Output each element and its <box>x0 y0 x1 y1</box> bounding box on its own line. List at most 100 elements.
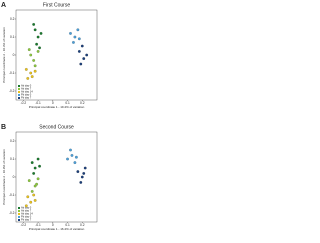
legend-label: Pb day 7 <box>21 218 32 222</box>
x-axis-label: Principal coordinate 1 - 16.4% of variat… <box>29 227 85 231</box>
point <box>29 53 33 57</box>
point <box>32 193 36 197</box>
point <box>80 44 84 48</box>
point <box>73 35 77 39</box>
x-tick-label: -0.1 <box>35 223 41 227</box>
point <box>33 69 37 73</box>
point <box>33 199 37 202</box>
legend-label: Pb day 0 <box>21 93 32 97</box>
point <box>70 154 74 157</box>
point <box>27 48 31 51</box>
point <box>32 59 36 62</box>
y-tick-label: 0.2 <box>10 139 15 143</box>
y-tick-label: 0.1 <box>10 157 15 161</box>
legend-label: Ab day 7 <box>21 209 32 213</box>
legend-label: Pb day 7 <box>21 96 32 100</box>
x-tick-label: 0 <box>52 223 54 227</box>
legend-swatch <box>18 85 20 87</box>
point <box>30 75 34 78</box>
point <box>33 64 37 68</box>
y-tick-label: 0.1 <box>10 35 15 39</box>
point <box>26 77 30 80</box>
legend-label: Ab day 0 <box>21 84 32 88</box>
point <box>76 170 80 173</box>
point <box>35 42 38 46</box>
legend-swatch <box>18 91 20 93</box>
point <box>82 57 86 60</box>
legend-swatch <box>18 210 20 212</box>
point <box>80 175 84 179</box>
point <box>77 37 81 41</box>
legend-swatch <box>18 207 20 209</box>
x-tick-label: 0.2 <box>80 101 85 105</box>
chart-title: Second Course <box>39 124 74 130</box>
legend-swatch <box>18 216 20 218</box>
point <box>26 195 30 199</box>
y-axis-label: Principal coordinate 2 - 10.9% of variat… <box>2 149 6 205</box>
point <box>32 172 36 175</box>
y-tick-label: -0.2 <box>9 89 15 93</box>
point <box>72 41 75 44</box>
legend-label: Ab day 14 <box>21 90 33 94</box>
legend-label: Ab day 14 <box>21 212 33 216</box>
point <box>38 46 41 50</box>
point <box>35 182 38 186</box>
point <box>75 155 78 159</box>
point <box>79 181 83 184</box>
point <box>36 35 40 39</box>
x-tick-label: -0.2 <box>21 223 27 227</box>
point <box>38 164 41 168</box>
point <box>33 28 37 32</box>
legend-swatch <box>18 97 20 99</box>
figure: A First Course -0.2 -0.1 0 0.1 0.2 -0.2 -0.1 0 0.1… <box>1 2 98 231</box>
y-tick-label: 0 <box>13 175 15 179</box>
y-tick-label: 0.2 <box>10 17 15 21</box>
x-tick-label: -0.1 <box>35 101 41 105</box>
panel-label: B <box>1 124 6 131</box>
point <box>69 148 72 152</box>
y-tick-label: -0.2 <box>9 211 15 215</box>
point <box>33 184 37 188</box>
legend-swatch <box>18 213 20 215</box>
point <box>85 53 89 57</box>
y-tick-label: -0.1 <box>9 71 15 75</box>
point <box>24 204 28 208</box>
point <box>29 200 33 204</box>
x-tick-label: -0.2 <box>21 101 27 105</box>
point <box>30 161 34 164</box>
y-tick-label: 0 <box>13 53 15 57</box>
point <box>79 62 83 66</box>
legend-swatch <box>18 88 20 90</box>
x-tick-label: 0.1 <box>65 101 70 105</box>
x-axis-label: Principal coordinate 1 - 19.4% of variat… <box>29 105 85 109</box>
point <box>27 179 31 182</box>
legend-label: Ab day 0 <box>21 206 32 210</box>
legend-swatch <box>18 94 20 96</box>
point <box>66 157 69 161</box>
x-tick-label: 0.2 <box>80 223 85 227</box>
point <box>24 68 28 71</box>
point <box>82 172 86 175</box>
y-tick-label: -0.1 <box>9 193 15 197</box>
point <box>30 190 34 193</box>
point <box>36 50 40 53</box>
panel-label: A <box>1 2 6 9</box>
x-tick-label: 0 <box>52 101 54 105</box>
point <box>39 32 43 35</box>
point <box>73 161 77 164</box>
point <box>69 32 72 35</box>
legend-swatch <box>18 219 20 221</box>
point <box>36 157 40 161</box>
chart-title: First Course <box>43 2 70 8</box>
y-axis-label: Principal coordinate 2 - 10.3% of variat… <box>2 27 6 83</box>
legend-label: Pb day 0 <box>21 215 32 219</box>
x-tick-label: 0.1 <box>65 223 70 227</box>
point <box>33 166 37 170</box>
point <box>76 28 80 32</box>
point <box>77 50 81 53</box>
page: {"chart_data": [ {"type": "scatter", "pa… <box>0 0 100 243</box>
point <box>29 71 33 75</box>
point <box>32 23 36 26</box>
point <box>83 166 87 170</box>
point <box>36 177 40 181</box>
